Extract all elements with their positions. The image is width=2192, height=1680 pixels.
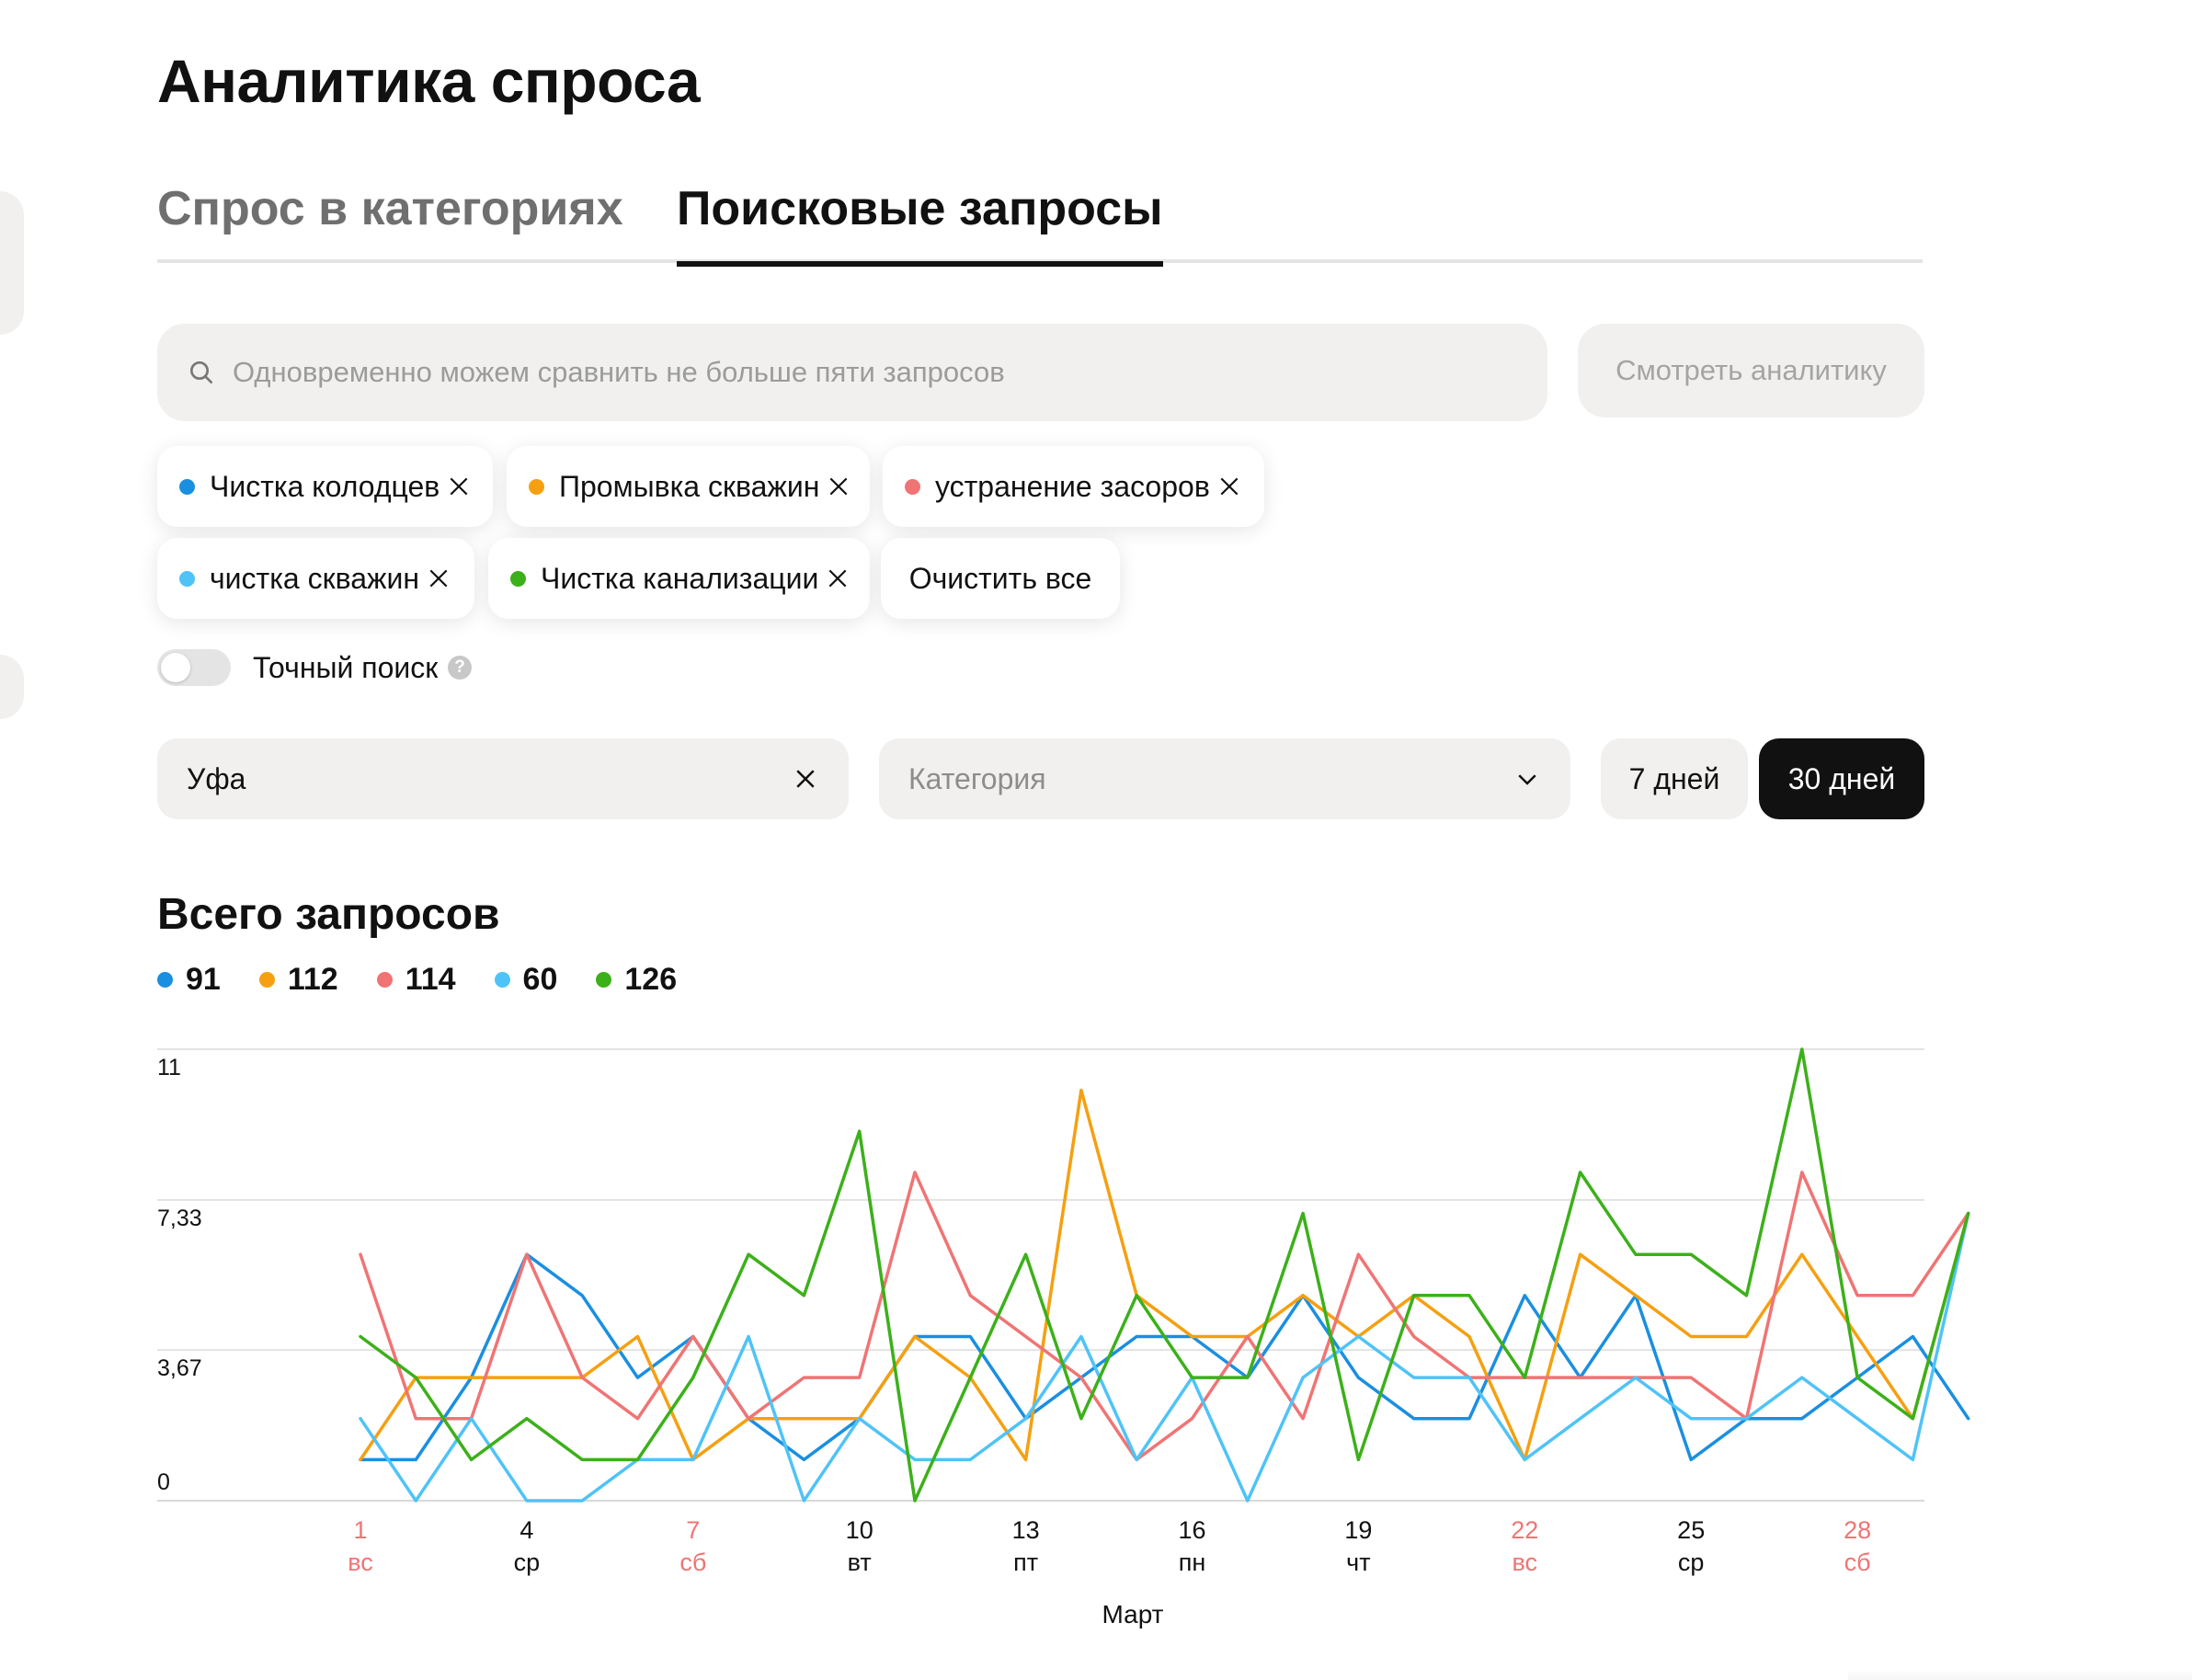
remove-chip-icon[interactable] (447, 474, 471, 498)
x-tick-day: 22 (1511, 1516, 1538, 1544)
x-tick-day: 28 (1844, 1516, 1871, 1544)
category-select[interactable]: Категория (879, 738, 1570, 819)
query-chip-1[interactable]: Чистка колодцев (157, 446, 493, 527)
remove-chip-icon[interactable] (827, 474, 851, 498)
period-7-days-button[interactable]: 7 дней (1601, 738, 1748, 819)
x-tick-day: 7 (686, 1516, 700, 1544)
exact-search-toggle[interactable] (157, 649, 231, 686)
x-tick-day: 1 (353, 1516, 367, 1544)
totals-title: Всего запросов (157, 890, 500, 939)
series-color-dot (529, 478, 544, 495)
total-item: 112 (258, 962, 338, 998)
y-tick-label: 7,33 (157, 1206, 202, 1231)
help-icon[interactable]: ? (448, 656, 472, 680)
x-tick-day: 4 (519, 1516, 533, 1544)
y-tick-label: 3,67 (157, 1355, 202, 1381)
city-value: Уфа (187, 761, 246, 795)
query-chip-label: устранение засоров (935, 469, 1210, 503)
query-chip-5[interactable]: Чистка канализации (488, 538, 870, 619)
total-value: 112 (287, 962, 338, 997)
series-color-dot (905, 478, 920, 495)
tab-search-queries[interactable]: Поисковые запросы (677, 177, 1163, 267)
query-chip-2[interactable]: Промывка скважин (507, 446, 870, 527)
total-value: 60 (522, 962, 558, 997)
x-tick-weekday: чт (1346, 1549, 1370, 1576)
series-color-dot (376, 972, 393, 988)
query-chip-label: чистка скважин (210, 561, 419, 595)
y-tick-label: 0 (157, 1469, 170, 1495)
query-chip-label: Промывка скважин (559, 469, 820, 503)
totals-legend: 91 112 114 60 126 (157, 962, 715, 998)
x-axis-label: Март (1102, 1600, 1164, 1629)
series-line (359, 1047, 1970, 1503)
total-item: 114 (376, 962, 456, 998)
x-tick-weekday: ср (1678, 1549, 1705, 1576)
x-tick-day: 19 (1344, 1516, 1372, 1544)
query-chip-3[interactable]: устранение засоров (883, 446, 1264, 527)
query-chip-label: Чистка канализации (541, 561, 819, 595)
x-tick-weekday: ср (514, 1549, 541, 1576)
series-color-dot (157, 972, 173, 988)
series-color-dot (179, 570, 195, 587)
series-color-dot (258, 972, 275, 988)
x-tick-weekday: вт (848, 1549, 872, 1576)
x-tick-weekday: пн (1179, 1549, 1206, 1576)
x-tick-day: 13 (1012, 1516, 1040, 1544)
x-tick-day: 25 (1677, 1516, 1705, 1544)
remove-chip-icon[interactable] (427, 566, 451, 590)
remove-chip-icon[interactable] (1217, 474, 1241, 498)
x-tick-weekday: сб (1844, 1549, 1871, 1576)
chevron-down-icon (1518, 774, 1536, 785)
total-value: 126 (624, 962, 678, 997)
side-panel-handle-secondary[interactable] (0, 655, 24, 719)
query-chip-4[interactable]: чистка скважин (157, 538, 474, 619)
search-icon (190, 361, 212, 383)
series-line (359, 1171, 1970, 1462)
total-item: 126 (596, 962, 677, 998)
tab-category-demand[interactable]: Спрос в категориях (157, 182, 623, 235)
series-line (359, 1252, 1970, 1462)
x-tick-day: 16 (1178, 1516, 1205, 1544)
query-search-field[interactable]: Одновременно можем сравнить не больше пя… (157, 324, 1547, 421)
series-color-dot (596, 972, 612, 988)
tab-bar: Спрос в категориях Поисковые запросы (157, 166, 1923, 267)
view-analytics-button[interactable]: Смотреть аналитику (1578, 324, 1924, 417)
bottom-shadow (1848, 1669, 2192, 1680)
series-color-dot (494, 972, 510, 988)
period-30-days-button[interactable]: 30 дней (1759, 738, 1924, 819)
series-line (359, 1211, 1970, 1503)
total-value: 114 (405, 962, 456, 997)
total-item: 60 (494, 962, 558, 998)
x-tick-weekday: пт (1013, 1549, 1038, 1576)
remove-chip-icon[interactable] (826, 566, 850, 590)
exact-search-label: Точный поиск (253, 651, 439, 684)
series-color-dot (179, 478, 195, 495)
side-panel-handle[interactable] (0, 191, 24, 335)
page-title: Аналитика спроса (157, 47, 701, 115)
clear-all-button[interactable]: Очистить все (881, 538, 1120, 619)
clear-city-icon[interactable] (792, 765, 819, 793)
y-tick-label: 11 (157, 1055, 181, 1080)
search-placeholder: Одновременно можем сравнить не больше пя… (233, 356, 1005, 388)
x-tick-weekday: сб (679, 1549, 706, 1576)
city-select[interactable]: Уфа (157, 738, 849, 819)
total-item: 91 (157, 962, 221, 998)
total-value: 91 (186, 962, 221, 997)
x-tick-weekday: вс (348, 1549, 373, 1576)
series-color-dot (510, 570, 526, 587)
x-tick-weekday: вс (1513, 1549, 1538, 1576)
x-tick-day: 10 (846, 1516, 873, 1544)
query-chip-label: Чистка колодцев (210, 469, 440, 503)
series-line (359, 1088, 1970, 1462)
toggle-knob (161, 653, 190, 682)
category-placeholder: Категория (908, 761, 1046, 795)
